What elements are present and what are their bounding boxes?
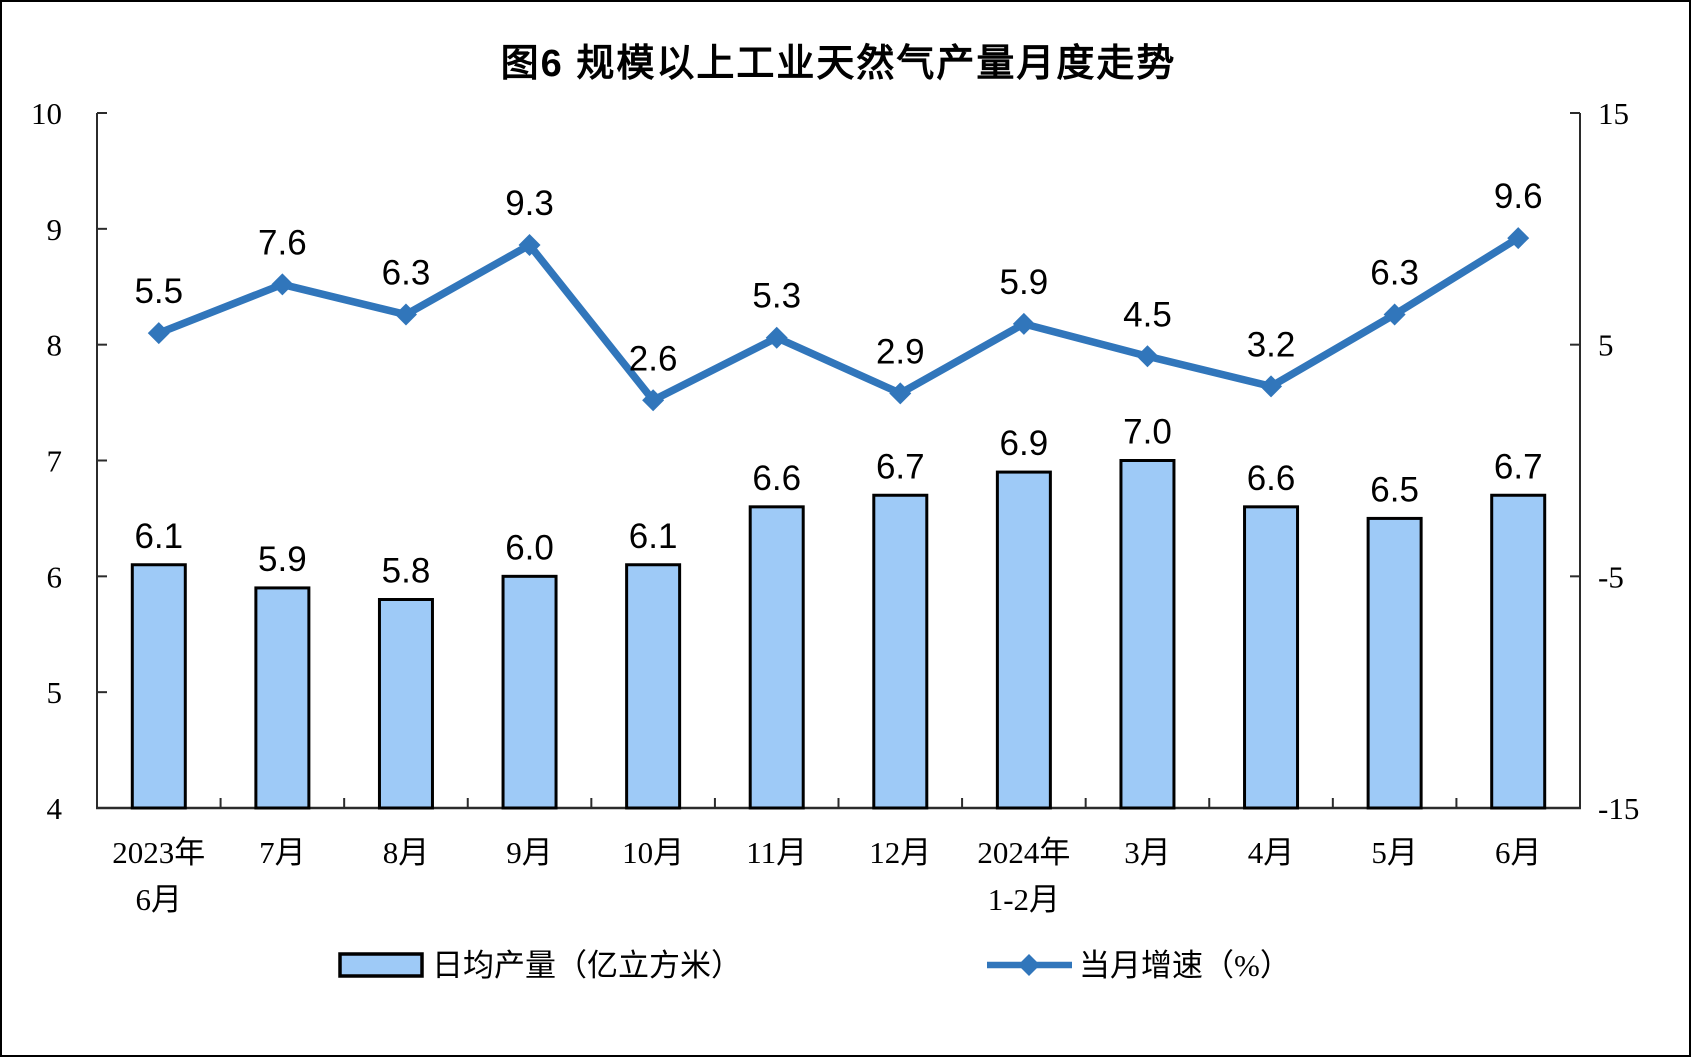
bar-label-9: 6.6	[1247, 459, 1296, 498]
bar-label-10: 6.5	[1370, 470, 1419, 509]
bar-label-2: 5.8	[382, 552, 431, 591]
legend-line-label: 当月增速（%）	[1079, 948, 1291, 983]
y-axis-right-tick-label: -5	[1598, 559, 1624, 594]
line-label-5: 5.3	[752, 277, 801, 316]
line-marker-10	[1383, 303, 1406, 326]
line-marker-8	[1136, 345, 1159, 368]
x-axis-label: 8月	[383, 835, 430, 870]
line-label-6: 2.9	[876, 332, 925, 371]
bar-3	[501, 574, 558, 810]
x-axis-label: 12月	[869, 835, 931, 870]
y-axis-left-tick-label: 8	[47, 328, 63, 363]
line-marker-3	[518, 234, 541, 257]
x-axis-label: 7月	[259, 835, 306, 870]
line-marker-5	[765, 326, 788, 349]
bar-8	[1119, 459, 1176, 810]
y-axis-right-tick-label: -15	[1598, 791, 1639, 826]
x-axis-label: 10月	[622, 835, 684, 870]
y-axis-right-tick-label: 15	[1598, 96, 1629, 131]
line-marker-2	[394, 303, 417, 326]
x-axis-label: 2023年	[112, 835, 205, 870]
bar-label-3: 6.0	[505, 528, 554, 567]
line-label-7: 5.9	[1000, 263, 1049, 302]
legend-bar-swatch	[338, 952, 424, 978]
x-axis-label: 4月	[1248, 835, 1295, 870]
x-axis-label: 9月	[506, 835, 553, 870]
bar-label-0: 6.1	[134, 517, 183, 556]
line-marker-1	[271, 273, 294, 296]
line-label-11: 9.6	[1494, 177, 1543, 216]
x-axis-label: 11月	[746, 835, 807, 870]
line-label-4: 2.6	[629, 339, 678, 378]
bar-6	[872, 493, 929, 810]
x-axis-label: 3月	[1124, 835, 1171, 870]
bar-11	[1490, 493, 1547, 810]
bar-label-11: 6.7	[1494, 447, 1543, 486]
line-label-9: 3.2	[1247, 325, 1296, 364]
bar-label-1: 5.9	[258, 540, 307, 579]
bar-4	[625, 563, 682, 810]
x-axis-label: 6月	[1495, 835, 1542, 870]
line-label-8: 4.5	[1123, 295, 1172, 334]
y-axis-right-tick-label: 5	[1598, 328, 1614, 363]
bar-5	[748, 505, 805, 810]
bar-label-4: 6.1	[629, 517, 678, 556]
line-label-2: 6.3	[382, 254, 431, 293]
y-axis-left-tick-label: 9	[47, 212, 63, 247]
line-marker-4	[642, 389, 665, 412]
line-marker-11	[1507, 227, 1530, 250]
legend-bar-label: 日均产量（亿立方米）	[432, 948, 742, 983]
line-marker-0	[147, 322, 170, 345]
bar-1	[254, 586, 311, 810]
y-axis-left-tick-label: 4	[47, 791, 63, 826]
y-axis-left-tick-label: 5	[47, 675, 63, 710]
line-label-1: 7.6	[258, 223, 307, 262]
growth-line	[155, 234, 1522, 405]
line-marker-6	[889, 382, 912, 405]
bar-2	[377, 598, 434, 810]
bar-label-5: 6.6	[752, 459, 801, 498]
chart-title: 图6 规模以上工业天然气产量月度走势	[500, 43, 1177, 85]
x-axis-label: 5月	[1371, 835, 1418, 870]
x-axis-label: 2024年	[977, 835, 1070, 870]
line-marker-9	[1260, 375, 1283, 398]
x-axis-label: 6月	[136, 882, 183, 917]
line-marker-7	[1012, 312, 1035, 335]
bar-7	[995, 470, 1052, 810]
bar-label-7: 6.9	[1000, 424, 1049, 463]
bar-10	[1366, 516, 1423, 810]
line-label-0: 5.5	[134, 272, 183, 311]
bar-label-8: 7.0	[1123, 413, 1172, 452]
y-axis-left-tick-label: 6	[47, 559, 63, 594]
legend-line-marker	[1018, 954, 1040, 976]
y-axis-left-tick-label: 10	[31, 96, 62, 131]
x-axis-label: 1-2月	[988, 882, 1060, 917]
line-label-3: 9.3	[505, 184, 554, 223]
bar-9	[1243, 505, 1300, 810]
line-label-10: 6.3	[1370, 254, 1419, 293]
bar-label-6: 6.7	[876, 447, 925, 486]
bar-0	[130, 563, 187, 810]
y-axis-left-tick-label: 7	[47, 444, 63, 479]
